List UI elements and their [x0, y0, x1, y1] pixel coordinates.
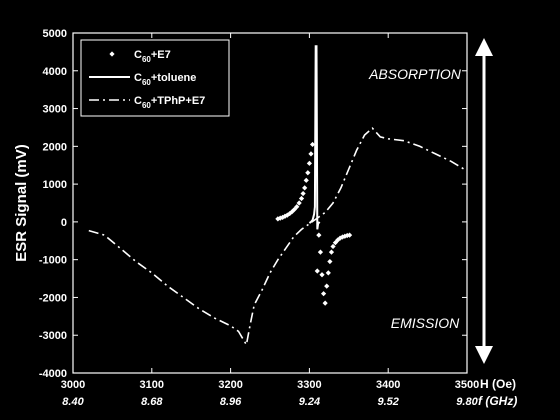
axes-group: -4000 -3000 -2000 -1000 0 1000 2000 3000 4000 500…	[39, 28, 479, 408]
x2-tick-label: 8.40	[62, 396, 84, 408]
data-point	[320, 291, 327, 297]
legend: C60+E7 C60+toluene C60+TPhP+E7	[80, 39, 230, 117]
data-point	[308, 151, 314, 157]
data-point	[317, 249, 324, 255]
data-point	[296, 200, 302, 206]
legend-label: C60+E7	[134, 49, 171, 64]
series-line	[308, 45, 321, 230]
legend-marker	[109, 51, 115, 57]
data-point	[324, 283, 330, 289]
data-point	[289, 209, 295, 215]
data-point	[291, 206, 298, 213]
x2-tick-label: 9.52	[377, 396, 398, 408]
data-point	[327, 258, 333, 265]
data-point	[303, 177, 309, 183]
data-point	[294, 204, 300, 210]
data-point	[314, 268, 320, 274]
x-tick-label: 3400	[376, 379, 400, 391]
x2-tick-label: 9.80	[456, 396, 478, 408]
y-tick-label: 3000	[43, 104, 67, 116]
x-tick-label: 3200	[218, 379, 242, 391]
data-point	[342, 233, 348, 239]
series-C60+toluene	[308, 45, 321, 230]
x2-axis-label: f (GHz)	[478, 394, 517, 408]
data-point	[330, 243, 336, 250]
y-axis-label: ESR Signal (mV)	[13, 144, 30, 262]
data-point	[302, 185, 308, 191]
plot-area-frame	[72, 32, 468, 374]
y-tick-label: 4000	[43, 66, 67, 78]
data-point	[306, 160, 312, 166]
data-point	[339, 234, 346, 240]
series-C60+E7	[275, 141, 353, 306]
x2-tick-label: 9.24	[299, 396, 320, 408]
x2-tick-label: 8.96	[220, 396, 242, 408]
data-point	[277, 215, 283, 221]
absorption-annotation: ABSORPTION	[368, 66, 462, 82]
legend-label: C60+toluene	[134, 72, 196, 87]
absorption-emission-arrow	[475, 38, 493, 364]
y-tick-label: 1000	[43, 179, 67, 191]
data-point	[280, 214, 286, 220]
data-point	[328, 249, 335, 255]
y-tick-label: 0	[61, 217, 67, 229]
data-point	[316, 232, 322, 238]
x-tick-label: 3500	[455, 379, 479, 391]
x-tick-label: 3300	[297, 379, 321, 391]
y-tick-label: -1000	[39, 255, 67, 267]
emission-annotation: EMISSION	[391, 315, 460, 331]
data-point	[300, 190, 306, 197]
series-C60+TPhP+E7	[88, 127, 468, 347]
x-tick-label: 3100	[140, 379, 164, 391]
arrow-head-up	[475, 38, 493, 56]
data-point	[322, 300, 328, 306]
x2-tick-label: 8.68	[141, 396, 163, 408]
data-point	[325, 270, 331, 276]
arrow-head-down	[475, 346, 493, 364]
data-point	[346, 232, 353, 238]
y-tick-label: -4000	[39, 368, 67, 380]
data-point	[305, 170, 311, 176]
y-tick-label: 5000	[43, 28, 67, 40]
x-axis-label: H (Oe)	[480, 377, 516, 391]
data-point	[282, 213, 288, 219]
series-line	[88, 127, 468, 347]
data-point	[298, 195, 305, 202]
data-point	[337, 235, 343, 241]
data-point	[319, 272, 325, 278]
series-group	[88, 45, 468, 347]
x-tick-label: 3000	[61, 379, 85, 391]
legend-label: C60+TPhP+E7	[134, 95, 205, 110]
y-tick-label: -3000	[39, 330, 67, 342]
y-tick-label: -2000	[39, 292, 67, 304]
y-tick-label: 2000	[43, 141, 67, 153]
data-point	[309, 141, 316, 148]
